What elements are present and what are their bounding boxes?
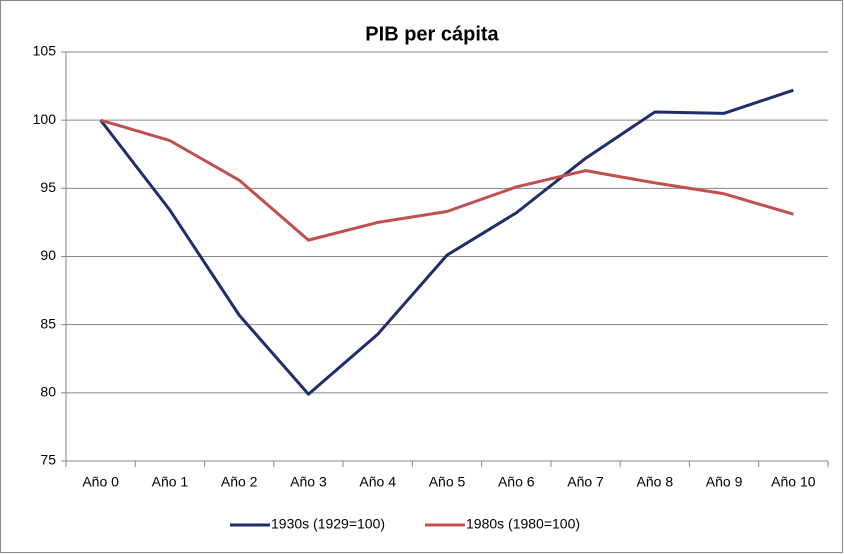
chart-title: PIB per cápita (365, 23, 499, 45)
y-tick-label: 95 (40, 179, 56, 195)
legend-label: 1980s (1980=100) (466, 516, 580, 532)
y-tick-label: 105 (33, 43, 57, 59)
x-tick-label: Año 6 (498, 474, 535, 490)
x-tick-label: Año 10 (771, 474, 816, 490)
series-line (100, 118, 794, 242)
y-tick-label: 85 (40, 315, 56, 331)
y-tick-label: 75 (40, 452, 56, 468)
x-tick-label: Año 4 (359, 474, 396, 490)
y-tick-label: 90 (40, 247, 56, 263)
series-line (99, 88, 794, 396)
x-tick-label: Año 5 (429, 474, 466, 490)
x-tick-label: Año 7 (567, 474, 604, 490)
x-tick-label: Año 9 (706, 474, 743, 490)
x-tick-label: Año 8 (637, 474, 674, 490)
y-tick-label: 80 (40, 384, 56, 400)
x-tick-label: Año 0 (82, 474, 119, 490)
x-tick-label: Año 3 (290, 474, 327, 490)
y-tick-label: 100 (33, 111, 57, 127)
x-tick-label: Año 2 (221, 474, 258, 490)
legend-label: 1930s (1929=100) (271, 516, 385, 532)
x-tick-label: Año 1 (152, 474, 189, 490)
